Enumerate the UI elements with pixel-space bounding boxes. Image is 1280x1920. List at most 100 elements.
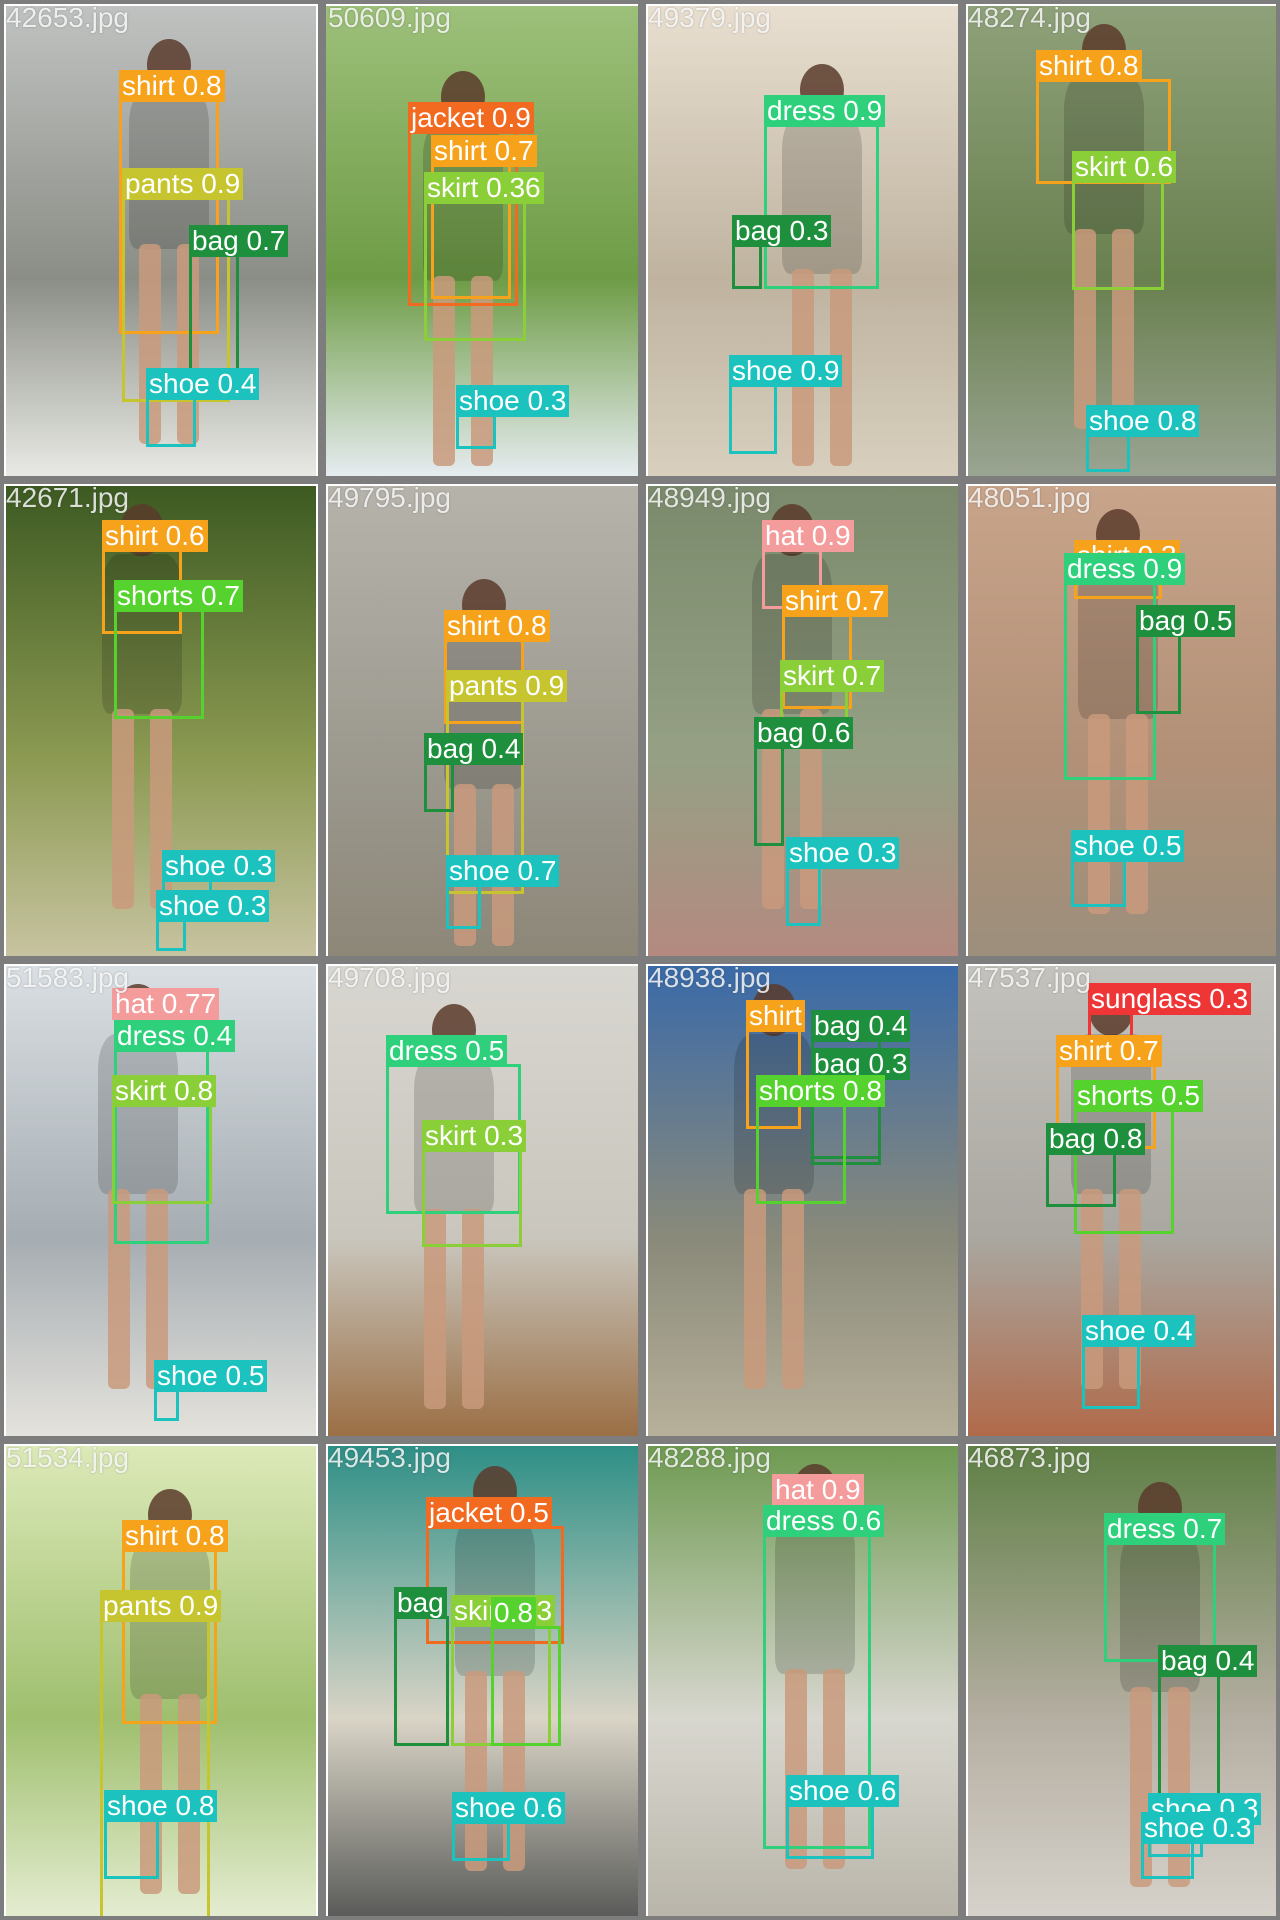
detection-label: dress 0.6	[763, 1505, 885, 1537]
figure-left-leg	[762, 709, 784, 909]
filename-label: 49453.jpg	[328, 1442, 452, 1473]
figure-left-leg	[785, 1669, 807, 1869]
detection-label: shirt 0.8	[122, 1520, 228, 1552]
figure-left-leg	[433, 276, 455, 466]
detection-label: bag 0.4	[424, 733, 524, 765]
filename-label: 51534.jpg	[6, 1442, 130, 1473]
bag-detection-box: bag 0.5	[1136, 605, 1236, 714]
sunglass-detection-box: sunglass 0.3	[1088, 983, 1252, 1052]
figure-left-leg	[423, 1209, 446, 1409]
detection-label: dress 0.9	[1064, 553, 1186, 585]
filename-label: 48051.jpg	[968, 482, 1092, 513]
figure-torso	[1078, 559, 1158, 719]
detection-label: shoe 0.9	[729, 355, 843, 387]
photo	[328, 1446, 638, 1916]
figure-torso	[98, 1034, 178, 1194]
filename-label: 48288.jpg	[648, 1442, 772, 1473]
detection-label: shoe 0.4	[1082, 1315, 1196, 1347]
figure-left-leg	[1088, 714, 1110, 914]
shirt-detection-box: shirt 0.7	[431, 135, 537, 299]
detection-label: shorts 0.7	[114, 580, 243, 612]
photo	[968, 966, 1274, 1436]
filename-label: 47537.jpg	[968, 962, 1092, 993]
detection-label: sunglass 0.3	[1088, 983, 1252, 1015]
filename-label: 48274.jpg	[968, 2, 1092, 33]
image-tile: 48274.jpg shirt 0.8 skirt 0.6 shoe 0.8	[962, 0, 1280, 480]
shirt-detection-box: shirt 0.8	[119, 70, 225, 334]
detection-label: shoe 0.3	[162, 850, 276, 882]
filename-label: 42671.jpg	[6, 482, 130, 513]
figure-right-leg	[823, 1669, 845, 1869]
figure-left-leg	[1073, 229, 1096, 429]
skirt-detection-box: skirt 0.36	[424, 172, 544, 341]
shorts-detection-box: 0.8	[491, 1597, 561, 1746]
shoe-detection-box: shoe 0.6	[786, 1775, 900, 1859]
detection-label: shirt 0.7	[1056, 1035, 1162, 1067]
shirt-detection-box: shirt 0.6	[102, 520, 208, 634]
shoe-detection-box: shoe 0.3	[1141, 1812, 1255, 1879]
detection-label: bag 0.8	[1046, 1123, 1146, 1155]
filename-label: 49795.jpg	[328, 482, 452, 513]
image-tile: 48949.jpg hat 0.9 shirt 0.7 skirt 0.7 bag 0.…	[642, 480, 962, 960]
figure-right-leg	[461, 1209, 484, 1409]
detection-label: shoe 0.3	[1141, 1812, 1255, 1844]
jacket-detection-box: jacket 0.9	[408, 102, 534, 306]
detection-label: jacket 0.5	[426, 1497, 552, 1529]
shoe-detection-box: shoe 0.6	[452, 1792, 566, 1861]
detection-label: shorts 0.5	[1074, 1080, 1203, 1112]
figure-left-leg	[108, 1189, 130, 1389]
detection-label: shoe 0.6	[786, 1775, 900, 1807]
bag-detection-box: bag	[394, 1587, 449, 1746]
detection-label: bag 0.4	[811, 1010, 911, 1042]
detection-label: hat 0.9	[772, 1474, 864, 1506]
figure-right-leg	[1111, 229, 1134, 429]
image-tile: 42671.jpg shirt 0.6 shorts 0.7 shoe 0.3 shoe…	[0, 480, 322, 960]
skirt-detection-box: skirt 0.8	[112, 1075, 217, 1204]
detection-label: shirt 0.8	[119, 70, 225, 102]
shoe-detection-box: shoe 0.8	[104, 1790, 218, 1879]
detection-label: bag 0.7	[189, 225, 289, 257]
filename-label: 49708.jpg	[328, 962, 452, 993]
photo	[968, 6, 1276, 476]
bag-detection-box: bag 0.3	[811, 1048, 911, 1165]
detection-label: shirt 0.6	[102, 520, 208, 552]
dress-detection-box: dress 0.7	[1104, 1513, 1226, 1662]
shorts-detection-box: shorts 0.7	[114, 580, 243, 719]
skirt-detection-box: skirt 0.6	[1072, 151, 1177, 290]
detection-label: shoe 0.6	[452, 1792, 566, 1824]
pants-detection-box: pants 0.9	[446, 670, 568, 894]
detection-label: skirt 0.36	[424, 172, 544, 204]
detection-label: bag 0.5	[1136, 605, 1236, 637]
dress-detection-box: dress 0.4	[114, 1020, 236, 1244]
shoe-detection-box: shoe 0.5	[1071, 830, 1185, 907]
detection-label: skirt 0.8	[112, 1075, 217, 1107]
dress-detection-box: dress 0.9	[1064, 553, 1186, 780]
jacket-detection-box: jacket 0.5	[426, 1497, 564, 1644]
detection-label: shoe 0.8	[1086, 405, 1200, 437]
shoe-detection-box: shoe 0.3	[786, 837, 900, 926]
hat-detection-box: hat 0.77	[112, 988, 220, 1020]
image-tile: 42653.jpg shirt 0.8 pants 0.9 bag 0.7 shoe 0…	[0, 0, 322, 480]
detection-label: shoe 0.8	[104, 1790, 218, 1822]
image-tile: 47537.jpg sunglass 0.3 shirt 0.7 shorts 0.5…	[962, 960, 1280, 1440]
detection-label: dress 0.9	[764, 95, 886, 127]
detection-label: jacket 0.9	[408, 102, 534, 134]
dress-detection-box: dress 0.9	[764, 95, 886, 289]
detection-label: pants 0.9	[100, 1590, 222, 1622]
detection-label: shirt 0.8	[1036, 50, 1142, 82]
filename-label: 46873.jpg	[968, 1442, 1092, 1473]
image-tile: 49795.jpg shirt 0.8 pants 0.9 bag 0.4 shoe 0…	[322, 480, 642, 960]
detection-label: shoe 0.3	[786, 837, 900, 869]
detection-label: hat 0.9	[762, 520, 854, 552]
filename-label: 51583.jpg	[6, 962, 130, 993]
shorts-detection-box: shorts 0.8	[756, 1075, 885, 1204]
detection-label: skirt 0.3	[422, 1120, 527, 1152]
shirt-detection-box: shirt 0.7	[1056, 1035, 1162, 1149]
filename-label: 50609.jpg	[328, 2, 452, 33]
shirt-detection-box: shirt 0.8	[1036, 50, 1171, 184]
shoe-detection-box: shoe 0.4	[1082, 1315, 1196, 1409]
shirt-detection-box: shirt 0.8	[444, 610, 550, 724]
figure-right-leg	[146, 1189, 168, 1389]
